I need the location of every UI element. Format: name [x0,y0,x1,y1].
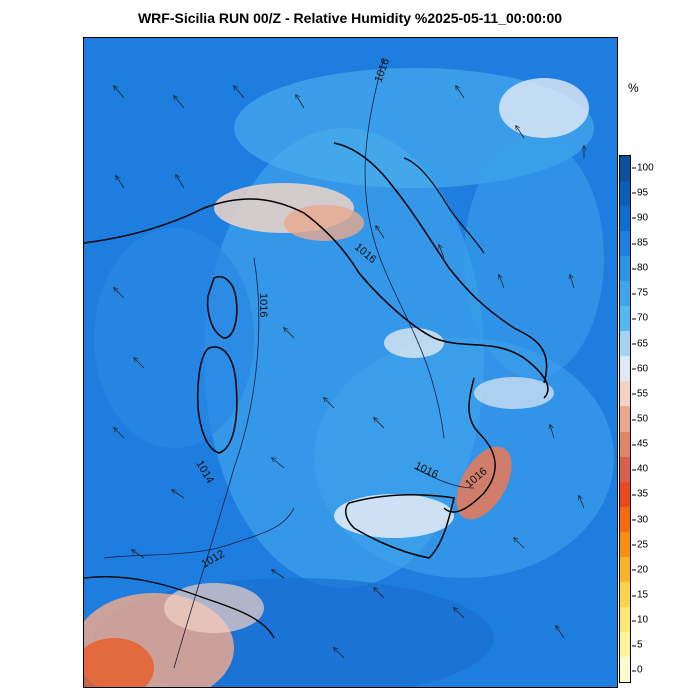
colorbar-ticks: 100 95 90 85 80 75 70 65 60 55 50 45 40 35 30 25 20 15 10 5… [631,155,672,683]
colorbar-tick-label: 60 [631,363,649,375]
colorbar-segment [620,481,630,507]
humidity-map: 1016 1016 1016 1016 1016 1012 1014 [83,37,618,688]
colorbar-tick-label: 50 [631,413,649,425]
corsica-coastline [206,276,238,339]
colorbar-segment [620,381,630,407]
colorbar-tick-label: 70 [631,312,649,324]
colorbar-segment [620,281,630,307]
colorbar-tick-label: 25 [631,539,649,551]
italy-coastline-west [84,198,549,399]
colorbar-segment [620,581,630,607]
calabria-dry-patch [456,446,512,520]
colorbar-tick-label: 100 [632,162,654,174]
colorbar-segment [620,181,630,207]
colorbar [619,155,631,683]
contour-label: 1016 [257,293,269,317]
sicily-coastline [344,494,455,559]
colorbar-segment [620,456,630,482]
isobar-line [364,57,445,439]
colorbar-segment [620,406,630,432]
colorbar-segment [620,306,630,332]
colorbar-tick-label: 10 [631,614,649,626]
colorbar-tick-label: 55 [631,388,649,400]
unit-label: % [628,81,639,95]
colorbar-segment [620,606,630,632]
colorbar-segment [620,531,630,557]
colorbar-segment [620,356,630,382]
colorbar-tick-label: 65 [631,338,649,350]
colorbar-segment [620,506,630,532]
africa-coastline [84,576,275,639]
colorbar-segment [620,256,630,282]
colorbar-segment [620,331,630,357]
colorbar-segment [620,156,630,182]
colorbar-segment [620,656,630,682]
colorbar-tick-label: 40 [631,463,649,475]
colorbar-tick-label: 45 [631,438,649,450]
colorbar-tick-label: 80 [631,262,649,274]
colorbar-tick-label: 85 [631,237,649,249]
wind-vectors [114,86,584,659]
colorbar-tick-label: 75 [631,287,649,299]
colorbar-tick-label: 95 [631,187,649,199]
colorbar-tick-label: 15 [631,589,649,601]
colorbar-segment [620,631,630,657]
colorbar-tick-label: 35 [631,488,649,500]
sardinia-coastline [196,346,238,454]
italy-coastline-east [333,142,548,384]
colorbar-segment [620,231,630,257]
colorbar-tick-label: 90 [631,212,649,224]
colorbar-segment [620,431,630,457]
map-title: WRF-Sicilia RUN 00/Z - Relative Humidity… [137,10,563,26]
colorbar-tick-label: 30 [631,514,649,526]
colorbar-segment [620,556,630,582]
colorbar-tick-label: 0 [632,664,643,676]
colorbar-tick-label: 5 [632,639,643,651]
colorbar-segment [620,206,630,232]
colorbar-tick-label: 20 [631,564,649,576]
map-canvas: 1016 1016 1016 1016 1016 1012 1014 [84,38,617,687]
